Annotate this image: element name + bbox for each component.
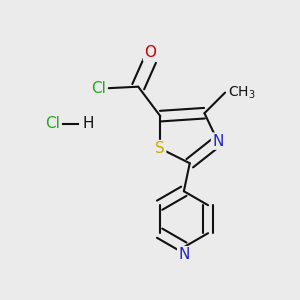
Text: CH$_3$: CH$_3$ (228, 84, 256, 101)
Text: N: N (212, 134, 224, 149)
Text: S: S (155, 141, 165, 156)
Text: H: H (82, 116, 94, 131)
Text: N: N (178, 247, 190, 262)
Text: O: O (144, 45, 156, 60)
Text: Cl: Cl (45, 116, 60, 131)
Text: Cl: Cl (91, 81, 106, 96)
